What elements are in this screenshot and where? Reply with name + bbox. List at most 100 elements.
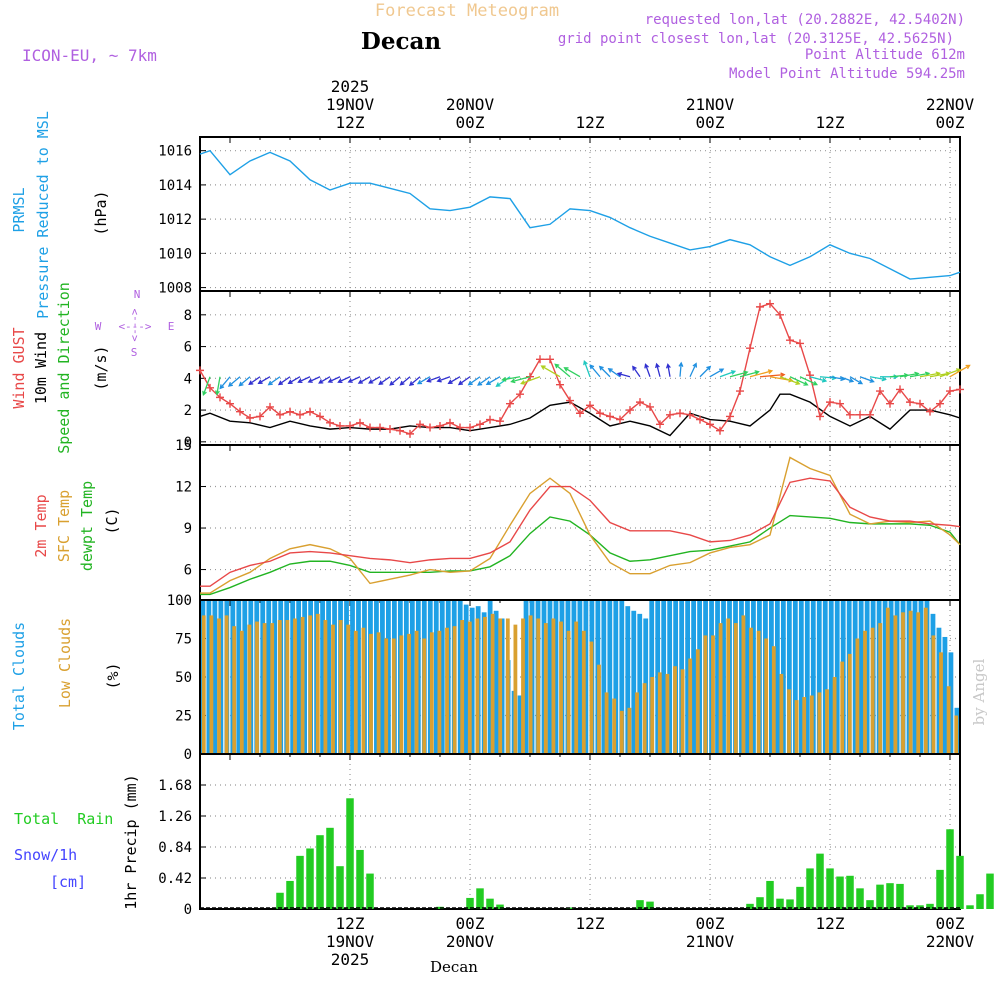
low-cloud-bar bbox=[733, 623, 738, 754]
y-tick-label: 0.42 bbox=[158, 871, 192, 887]
gust-marker bbox=[636, 398, 644, 407]
gust-marker bbox=[376, 423, 384, 432]
wind-direction-arrow bbox=[583, 359, 591, 377]
gust-marker bbox=[366, 423, 374, 432]
gust-marker bbox=[816, 412, 824, 421]
wind-direction-arrow bbox=[267, 376, 281, 386]
wind-direction-arrow bbox=[416, 376, 431, 385]
temp-legend-2m: 2m Temp bbox=[32, 494, 50, 557]
total-cloud-bar bbox=[834, 600, 840, 754]
wind-direction-arrow bbox=[839, 376, 855, 383]
wind-direction-arrow bbox=[540, 365, 561, 378]
gust-marker bbox=[356, 418, 364, 427]
wind-legend-dir: Speed and Direction bbox=[55, 282, 73, 454]
rain-bar bbox=[756, 897, 764, 909]
wind-direction-arrow bbox=[477, 376, 491, 386]
total-cloud-bar bbox=[386, 600, 391, 754]
low-cloud-bar bbox=[923, 607, 928, 754]
total-cloud-bar bbox=[356, 600, 361, 754]
total-cloud-bar bbox=[798, 600, 804, 754]
low-cloud-bar bbox=[353, 630, 358, 754]
total-cloud-bar bbox=[942, 636, 948, 754]
pressure-unit: (hPa) bbox=[92, 190, 110, 235]
low-cloud-bar bbox=[817, 692, 822, 754]
low-cloud-bar bbox=[916, 612, 921, 754]
rain-bar bbox=[916, 905, 924, 909]
precip-unit: 1hr Precip (mm) bbox=[122, 774, 140, 909]
wind-direction-arrow bbox=[949, 364, 971, 378]
total-cloud-bar bbox=[810, 600, 816, 754]
y-tick-label: 100 bbox=[167, 593, 192, 609]
gust-marker bbox=[786, 336, 794, 345]
low-cloud-bar bbox=[239, 630, 244, 754]
low-cloud-bar bbox=[794, 700, 799, 754]
y-tick-label: 6 bbox=[184, 563, 192, 579]
low-cloud-bar bbox=[422, 638, 427, 754]
time-label-top: 22NOV bbox=[926, 95, 975, 114]
low-cloud-bar bbox=[908, 610, 913, 754]
gust-marker bbox=[436, 421, 444, 430]
low-cloud-bar bbox=[870, 627, 875, 754]
low-cloud-bar bbox=[665, 673, 670, 754]
low-cloud-bar bbox=[688, 658, 693, 754]
gust-marker bbox=[476, 420, 484, 429]
y-tick-label: 1012 bbox=[158, 212, 192, 228]
gust-marker bbox=[496, 417, 504, 426]
wind-direction-arrow bbox=[607, 368, 621, 378]
gust-marker bbox=[856, 410, 864, 419]
gust-marker bbox=[646, 402, 654, 411]
total-cloud-bar bbox=[685, 600, 691, 754]
point-altitude: Point Altitude 612m bbox=[805, 47, 965, 63]
wind-direction-arrow bbox=[869, 376, 887, 382]
y-tick-label: 2 bbox=[184, 403, 192, 419]
rain-bar bbox=[836, 876, 844, 909]
total-cloud-bar bbox=[613, 600, 619, 754]
total-cloud-bar bbox=[864, 600, 870, 754]
low-cloud-bar bbox=[475, 618, 480, 754]
total-cloud-bar bbox=[403, 600, 409, 754]
gust-marker bbox=[396, 426, 404, 435]
total-cloud-bar bbox=[493, 610, 499, 754]
time-label-bottom: 12Z bbox=[576, 914, 605, 933]
low-cloud-bar bbox=[384, 638, 389, 754]
low-cloud-bar bbox=[939, 652, 943, 754]
wind-direction-arrow bbox=[849, 376, 864, 385]
rain-bar bbox=[806, 868, 814, 909]
wind-direction-arrow bbox=[202, 376, 211, 397]
low-cloud-bar bbox=[680, 669, 685, 754]
temp-legend-dewpt: dewpt Temp bbox=[78, 481, 96, 571]
time-label-bottom: 19NOV bbox=[326, 932, 375, 951]
y-tick-label: 1.26 bbox=[158, 809, 192, 825]
wind-direction-arrow bbox=[699, 365, 712, 378]
precip-panel: 0 0.42 0.84 1.26 1.68 bbox=[158, 753, 994, 918]
total-cloud-bar bbox=[302, 600, 308, 754]
low-cloud-bar bbox=[498, 618, 503, 754]
time-label-bottom: 00Z bbox=[936, 914, 965, 933]
clouds-legend-low: Low Clouds bbox=[56, 618, 74, 708]
y-tick-label: 0 bbox=[184, 902, 192, 918]
total-cloud-bar bbox=[242, 600, 248, 754]
low-cloud-bar bbox=[285, 620, 290, 754]
y-tick-label: 1014 bbox=[158, 178, 192, 194]
wind-direction-arrow bbox=[248, 376, 261, 386]
low-cloud-bar bbox=[825, 689, 829, 754]
low-cloud-bar bbox=[703, 635, 708, 754]
low-cloud-bar bbox=[642, 683, 647, 754]
panel-frame bbox=[199, 753, 961, 910]
low-cloud-bar bbox=[232, 626, 237, 754]
wind-direction-arrow bbox=[287, 376, 301, 384]
low-cloud-bar bbox=[718, 623, 723, 754]
wind-direction-arrow bbox=[689, 362, 698, 378]
grid-point: grid point closest lon,lat (20.3125E, 42… bbox=[558, 31, 954, 47]
wind-direction-arrow bbox=[389, 376, 401, 386]
gust-marker bbox=[306, 407, 314, 416]
total-cloud-bar bbox=[607, 600, 613, 754]
gust-marker bbox=[726, 412, 734, 421]
gust-marker bbox=[416, 420, 424, 429]
total-cloud-bar bbox=[499, 618, 505, 754]
low-cloud-bar bbox=[490, 613, 495, 754]
low-cloud-bar bbox=[513, 624, 518, 754]
low-cloud-bar bbox=[331, 624, 335, 754]
rain-bar bbox=[946, 829, 954, 909]
